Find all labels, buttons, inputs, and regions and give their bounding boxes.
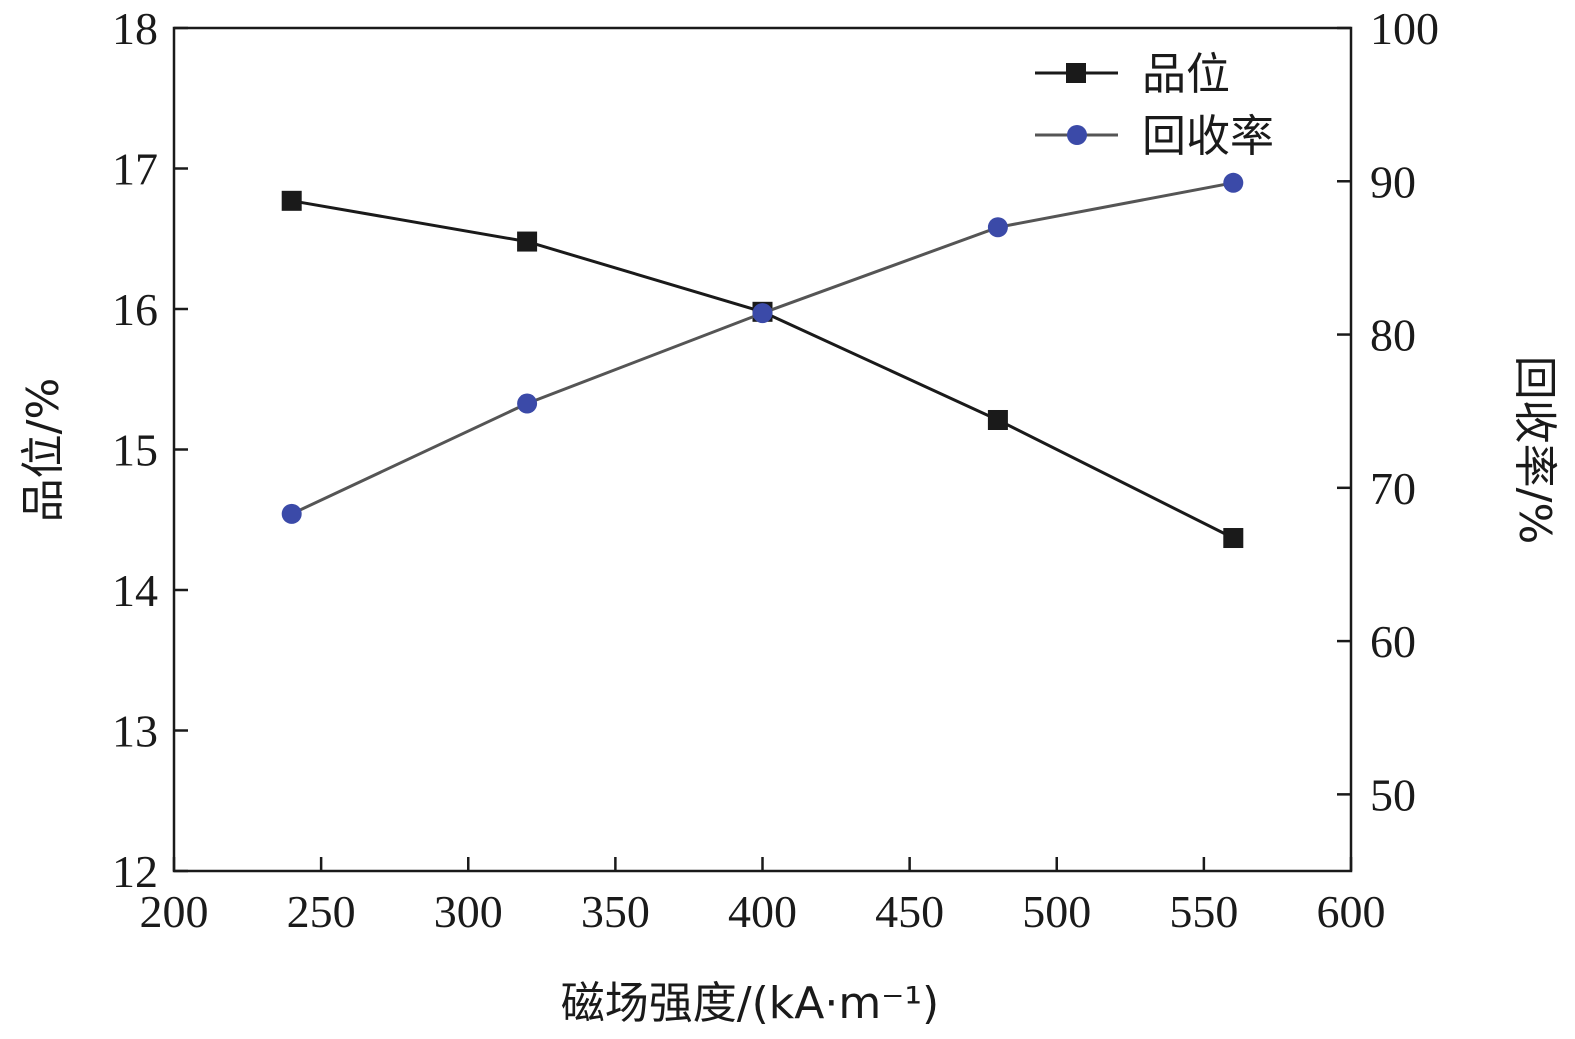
x-axis-title: 磁场强度/(kA·m⁻¹) — [561, 978, 939, 1029]
x-tick-label: 300 — [434, 886, 503, 937]
x-tick-label: 550 — [1169, 886, 1238, 937]
grade-data-point — [517, 231, 538, 252]
legend-marker-grade — [1066, 63, 1086, 83]
y-left-tick-label: 18 — [112, 3, 158, 54]
y-left-tick-label: 14 — [112, 565, 158, 616]
recovery-data-point — [987, 217, 1008, 238]
recovery-data-point — [752, 303, 773, 324]
y-right-tick-label: 80 — [1370, 310, 1416, 361]
recovery-data-point — [517, 393, 538, 414]
legend-label-recovery: 回收率 — [1142, 111, 1274, 162]
y-left-tick-label: 13 — [112, 706, 158, 757]
legend: 品位 回收率 — [1035, 49, 1274, 162]
series-line-grade — [291, 199, 1234, 540]
x-tick-label: 600 — [1317, 886, 1386, 937]
legend-label-grade: 品位 — [1142, 49, 1230, 100]
y-left-tick-label: 15 — [112, 425, 158, 476]
ticks-layer: 200 250 300 350 400 450 500 550 600 12 13 14 15 16 17 1… — [112, 3, 1439, 937]
y-left-tick-label: 17 — [112, 144, 158, 195]
grade-data-point — [987, 409, 1008, 430]
series-layer — [281, 172, 1244, 549]
y-right-tick-label: 90 — [1370, 156, 1416, 207]
y-right-tick-label: 70 — [1370, 463, 1416, 514]
y-right-axis-title: 回收率/% — [1509, 356, 1560, 545]
x-tick-label: 400 — [728, 886, 797, 937]
grade-data-point — [281, 190, 302, 211]
y-left-tick-label: 16 — [112, 284, 158, 335]
y-right-tick-label: 60 — [1370, 616, 1416, 667]
y-left-axis-title: 品位/% — [18, 378, 69, 523]
recovery-data-point — [281, 503, 302, 524]
series-line-recovery — [291, 181, 1234, 516]
y-right-tick-label: 50 — [1370, 769, 1416, 820]
x-tick-label: 450 — [875, 886, 944, 937]
x-tick-label: 250 — [287, 886, 356, 937]
recovery-data-point — [1223, 172, 1244, 193]
legend-marker-recovery — [1067, 125, 1087, 145]
y-left-tick-label: 12 — [112, 846, 158, 897]
y-right-tick-label: 100 — [1370, 3, 1439, 54]
x-tick-label: 350 — [581, 886, 650, 937]
x-tick-label: 200 — [140, 886, 209, 937]
x-tick-label: 500 — [1022, 886, 1091, 937]
grade-data-point — [1223, 528, 1244, 549]
